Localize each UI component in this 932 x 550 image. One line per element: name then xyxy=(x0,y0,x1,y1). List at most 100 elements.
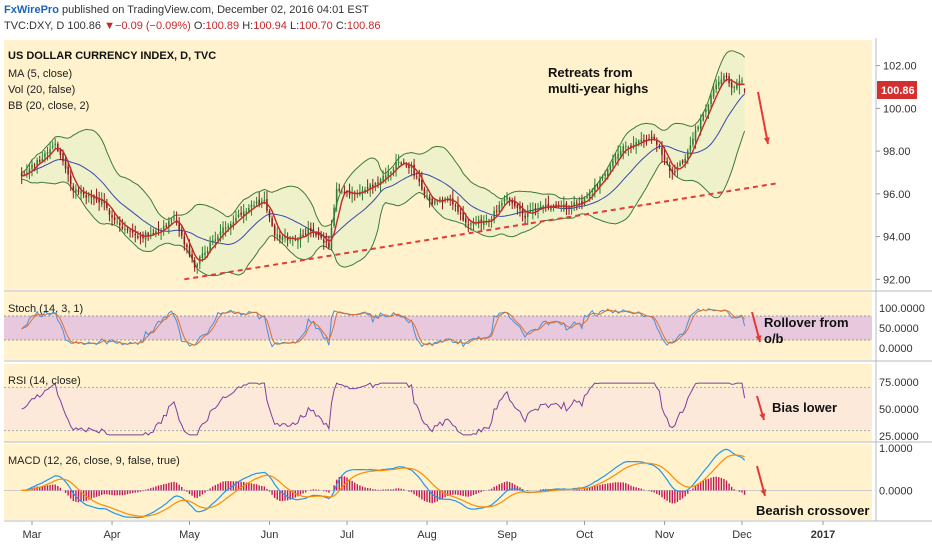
candle-body xyxy=(186,244,188,248)
candle-body xyxy=(560,207,563,209)
rsi-annotation: Bias lower xyxy=(772,400,837,415)
candle-body xyxy=(307,228,310,236)
candle-body xyxy=(49,149,51,154)
bollinger-basis xyxy=(21,93,745,246)
candle-body xyxy=(511,200,513,204)
candle-body xyxy=(103,201,106,204)
candle-body xyxy=(193,260,196,268)
rsi-tick-label: 50.0000 xyxy=(879,404,919,416)
stoch-arrow-icon-head xyxy=(755,335,762,342)
candle-body xyxy=(604,174,606,177)
candle-body xyxy=(625,146,627,148)
candle-body xyxy=(462,212,464,221)
candle-body xyxy=(679,162,681,166)
candle-body xyxy=(106,202,108,209)
candle-body xyxy=(723,75,725,81)
candle-body xyxy=(155,231,157,234)
candle-body xyxy=(325,240,328,243)
candle-body xyxy=(230,224,232,227)
price-annotation: Retreats from xyxy=(548,65,633,80)
candle-body xyxy=(697,126,699,130)
candle-body xyxy=(219,231,222,235)
candle-body xyxy=(542,206,544,208)
candle-body xyxy=(245,211,248,213)
candle-body xyxy=(317,233,320,236)
candle-body xyxy=(599,179,601,187)
low-label: L: xyxy=(289,20,300,32)
open-value: 100.89 xyxy=(205,20,240,32)
candle-body xyxy=(237,214,240,217)
candle-body xyxy=(284,236,286,239)
candle-body xyxy=(46,151,49,155)
candle-body xyxy=(322,239,325,243)
candle-body xyxy=(119,222,121,226)
candle-body xyxy=(304,233,307,235)
candle-body xyxy=(271,218,273,226)
candle-body xyxy=(33,164,36,166)
candle-body xyxy=(666,160,668,163)
candle-body xyxy=(248,207,250,213)
candle-body xyxy=(338,189,341,191)
low-value: 100.70 xyxy=(299,20,333,32)
candle-body xyxy=(88,194,90,197)
candle-body xyxy=(692,138,694,145)
current-price-badge xyxy=(877,81,917,99)
price-tick-label: 100.00 xyxy=(883,103,917,115)
macd-tick-label: 1.0000 xyxy=(879,443,913,455)
high-value: 100.94 xyxy=(253,20,287,32)
candle-body xyxy=(643,139,645,142)
candle-body xyxy=(366,187,369,189)
candle-body xyxy=(594,185,596,192)
candle-body xyxy=(204,252,206,256)
candle-body xyxy=(433,200,436,204)
candle-body xyxy=(75,189,77,193)
candle-body xyxy=(44,153,46,158)
candle-body xyxy=(250,204,253,208)
candle-body xyxy=(707,105,710,111)
candle-body xyxy=(253,205,255,207)
candle-body xyxy=(661,147,663,155)
candle-body xyxy=(464,218,467,223)
x-tick-label: Dec xyxy=(732,529,752,541)
candle-body xyxy=(705,109,707,113)
candle-body xyxy=(214,239,217,241)
candle-body xyxy=(387,172,390,177)
candle-body xyxy=(372,184,374,188)
candle-body xyxy=(173,217,175,219)
candle-body xyxy=(38,160,41,162)
stoch-d-line xyxy=(21,309,745,346)
candle-body xyxy=(77,190,80,193)
candle-body xyxy=(286,236,289,241)
candle-body xyxy=(467,224,470,226)
candle-body xyxy=(299,233,302,240)
candle-body xyxy=(320,234,322,238)
candle-body xyxy=(41,158,44,162)
candle-body xyxy=(687,150,689,159)
candle-body xyxy=(279,234,281,239)
candle-body xyxy=(134,233,137,236)
candle-body xyxy=(470,223,472,225)
publisher-name[interactable]: FxWirePro xyxy=(4,4,59,16)
candle-body xyxy=(702,114,705,121)
bollinger-lower xyxy=(21,130,746,277)
candle-body xyxy=(328,242,330,248)
candle-body xyxy=(581,200,583,206)
stoch-tick-label: 50.0000 xyxy=(879,323,919,335)
candle-body xyxy=(684,158,686,164)
macd-annotation: Bearish crossover xyxy=(756,503,869,518)
candle-body xyxy=(178,221,180,232)
candle-body xyxy=(191,254,193,259)
candle-body xyxy=(54,143,57,145)
candle-body xyxy=(51,146,54,148)
candle-body xyxy=(637,140,640,144)
x-tick-label: Jun xyxy=(261,529,279,541)
price-legend-item: Vol (20, false) xyxy=(8,84,75,96)
candle-body xyxy=(653,136,655,140)
candle-body xyxy=(209,242,211,252)
candle-body xyxy=(508,198,511,202)
candle-body xyxy=(382,175,384,181)
candle-body xyxy=(124,228,126,230)
candle-body xyxy=(557,204,560,207)
candle-body xyxy=(547,203,550,208)
symbol-label: TVC:DXY, D xyxy=(4,20,65,32)
